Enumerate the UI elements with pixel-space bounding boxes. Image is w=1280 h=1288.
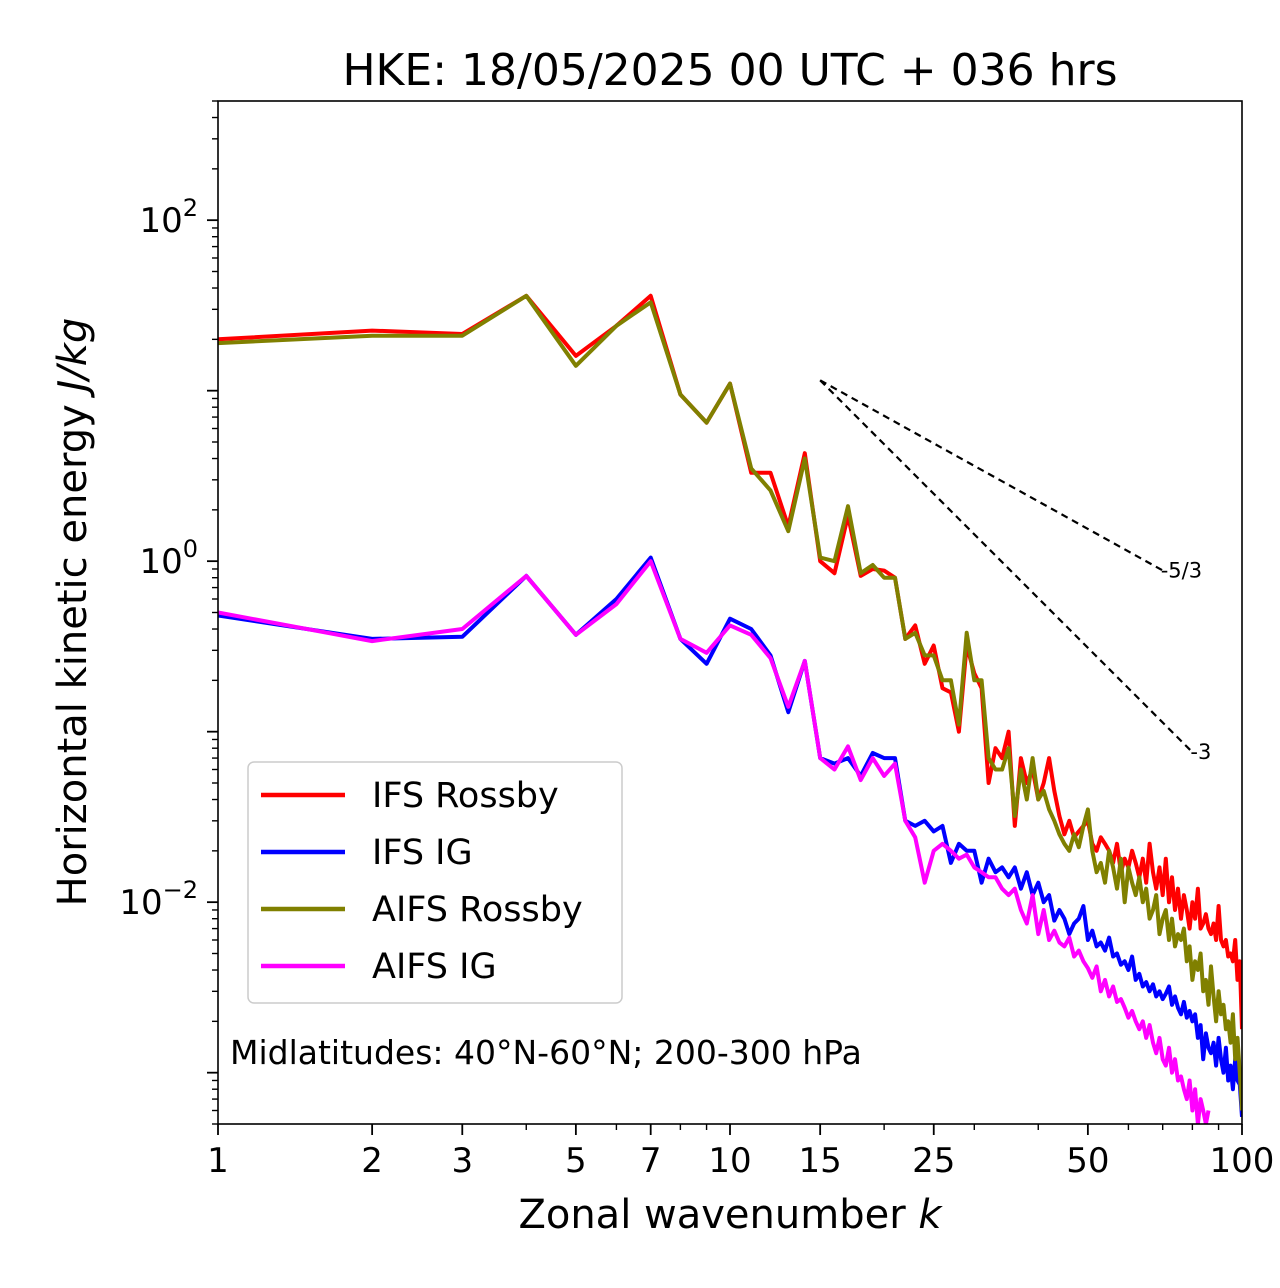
x-axis-ticks: 1 2 3 5 7 10 15 25 50 100 [207,1124,1274,1181]
reference-slope-lines [819,379,1194,753]
legend-box [247,761,623,1004]
x-tick-label: 7 [640,1141,662,1181]
reference-line-label-2: -3 [1190,740,1211,764]
series-line-aifs-ig [218,559,1211,1124]
legend: IFS Rossby IFS IG AIFS Rossby AIFS IG [247,761,623,1004]
legend-label: AIFS IG [372,947,497,987]
x-axis-label-text: Zonal wavenumber [518,1192,906,1238]
legend-label: AIFS Rossby [372,890,583,930]
region-annotation: Midlatitudes: 40°N-60°N; 200-300 hPa [230,1033,862,1072]
y-axis-label-text: Horizontal kinetic energy [50,404,96,906]
y-tick-label: 100 [139,535,198,582]
x-tick-label: 100 [1210,1141,1275,1181]
x-tick-label: 3 [451,1141,473,1181]
y-tick-label: 10−2 [119,876,198,923]
y-tick-label: 102 [139,194,198,241]
x-tick-label: 10 [708,1141,751,1181]
x-axis-label: Zonal wavenumber k [518,1192,943,1238]
x-tick-label: 5 [565,1141,587,1181]
chart-title: HKE: 18/05/2025 00 UTC + 036 hrs [342,45,1117,96]
legend-items: IFS Rossby IFS IG AIFS Rossby AIFS IG [261,776,583,987]
x-tick-label: 2 [361,1141,383,1181]
legend-label: IFS Rossby [372,776,559,816]
reference-slope-labels: -5/3 -3 [1161,558,1212,764]
legend-label: IFS IG [372,833,473,873]
x-tick-label: 25 [912,1141,955,1181]
y-axis-ticks: 102 100 10−2 [119,100,218,1125]
reference-line-2 [819,379,1194,753]
x-tick-label: 50 [1066,1141,1109,1181]
x-tick-label: 1 [207,1141,229,1181]
y-axis-label: Horizontal kinetic energy J/kg [50,318,96,907]
reference-line-1 [819,379,1164,572]
series-line-aifs-rossby [218,293,1242,1111]
series-lines [218,293,1242,1124]
y-axis-label-unit: J/kg [50,318,96,399]
x-axis-label-symbol: k [918,1192,943,1238]
reference-line-label-1: -5/3 [1161,558,1202,582]
x-tick-label: 15 [799,1141,842,1181]
